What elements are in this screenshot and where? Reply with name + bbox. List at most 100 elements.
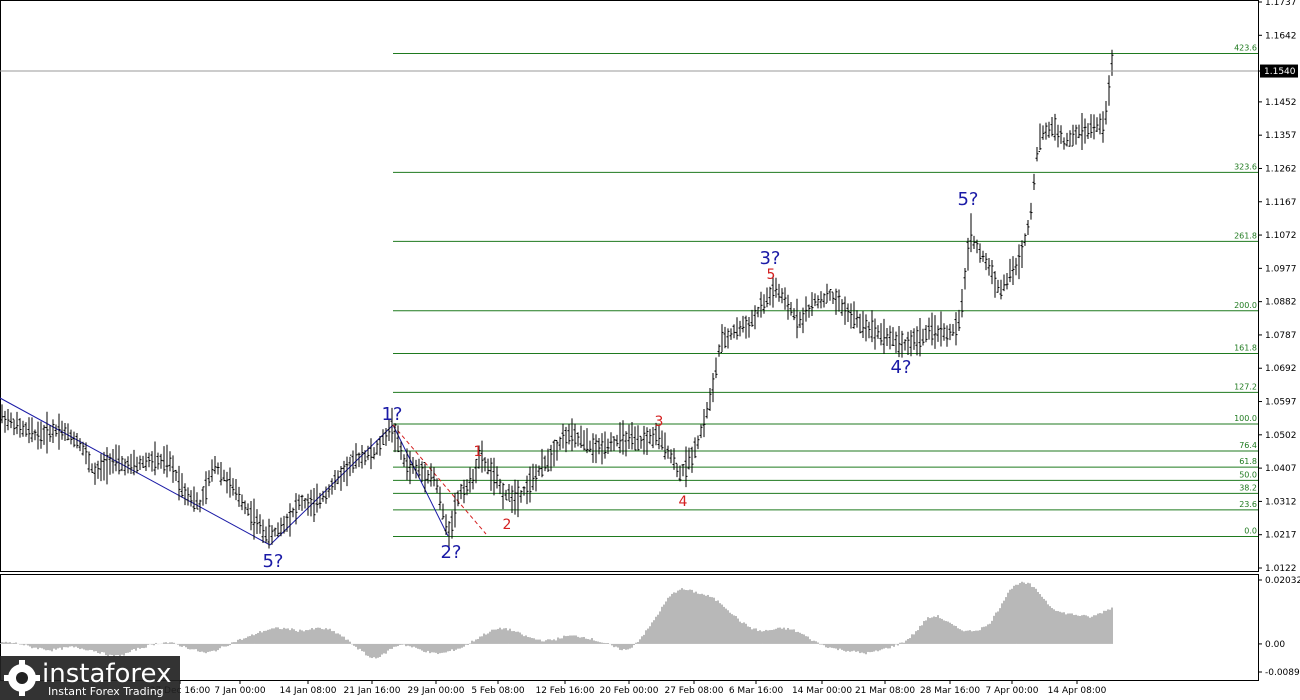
- price-bar: [546, 448, 550, 473]
- main-panel-frame: [0, 0, 1259, 572]
- wave-label-red: 5: [767, 267, 776, 283]
- price-bar: [960, 288, 964, 318]
- price-bar: [42, 424, 46, 445]
- current-price-tag: 1.1540: [1260, 64, 1298, 78]
- price-bar: [132, 449, 136, 476]
- price-bar: [495, 466, 499, 489]
- price-bar: [273, 527, 277, 537]
- wave-label-blue: 5?: [262, 551, 283, 572]
- price-bar: [423, 462, 427, 493]
- price-bar: [18, 418, 22, 438]
- price-bar: [819, 291, 823, 309]
- price-bar: [792, 308, 796, 321]
- price-bar: [75, 433, 79, 449]
- price-bar: [108, 453, 112, 475]
- price-bar: [120, 455, 124, 472]
- price-bar: [972, 235, 976, 250]
- price-bar: [294, 493, 298, 525]
- price-bar: [795, 298, 799, 339]
- price-bar: [60, 420, 64, 440]
- osc-tick-label: -0.00893: [1265, 668, 1300, 678]
- price-bar: [672, 448, 676, 470]
- price-bar: [507, 484, 511, 502]
- price-bar: [864, 314, 868, 342]
- price-bar: [756, 306, 760, 318]
- price-bar: [459, 483, 463, 500]
- price-bar: [990, 259, 994, 285]
- price-bar: [996, 279, 1000, 293]
- price-bar: [150, 451, 154, 472]
- price-tick-label: 1.1167: [1265, 198, 1297, 208]
- price-bar: [36, 421, 40, 450]
- price-bar: [498, 478, 502, 495]
- price-bar: [519, 490, 523, 503]
- price-bar: [549, 444, 553, 472]
- price-tick-label: 1.0787: [1265, 331, 1297, 341]
- time-tick-label: 29 Jan 00:00: [408, 686, 465, 696]
- price-bar: [684, 446, 688, 488]
- price-bar: [591, 433, 595, 463]
- price-bar: [867, 321, 871, 339]
- price-bar: [228, 467, 232, 498]
- price-bar: [165, 444, 169, 478]
- time-tick-label: 6 Mar 16:00: [729, 686, 784, 696]
- gear-icon: [4, 660, 40, 696]
- price-bar: [750, 309, 754, 327]
- price-bar: [597, 437, 601, 455]
- price-bar: [3, 410, 7, 433]
- price-bar: [1065, 132, 1069, 147]
- wave-label-blue: 3?: [759, 248, 780, 269]
- price-bar: [411, 457, 415, 474]
- price-bar: [936, 325, 940, 342]
- price-bar: [147, 452, 151, 468]
- price-bar: [630, 421, 634, 450]
- price-bar: [504, 489, 508, 501]
- price-bar: [78, 438, 82, 452]
- price-bar: [117, 445, 121, 475]
- price-bar: [618, 422, 622, 454]
- price-bar: [516, 480, 520, 518]
- price-tick-label: 1.1737: [1265, 0, 1297, 8]
- price-bar: [759, 291, 763, 318]
- price-bar: [87, 451, 91, 473]
- wave-line-down-left: [0, 397, 271, 546]
- price-bar: [141, 455, 145, 468]
- price-bar: [168, 451, 172, 472]
- price-bar: [933, 315, 937, 349]
- price-bar: [1032, 173, 1036, 191]
- price-bar: [1023, 233, 1027, 246]
- price-bar: [372, 447, 376, 460]
- price-bar: [621, 420, 625, 455]
- price-bar: [57, 413, 61, 450]
- price-bar: [1077, 124, 1081, 139]
- price-bar: [27, 417, 31, 444]
- price-bar: [66, 423, 70, 441]
- price-bar: [453, 492, 457, 528]
- price-bar: [924, 324, 928, 343]
- price-bar: [1086, 123, 1090, 140]
- price-bar: [714, 357, 718, 379]
- price-bar: [834, 288, 838, 315]
- price-bar: [567, 424, 571, 445]
- price-bar: [324, 486, 328, 504]
- price-bar: [1038, 123, 1042, 153]
- fib-level-label: 323.6: [1234, 162, 1257, 171]
- price-bar: [240, 494, 244, 511]
- time-tick-label: 7 Jan 00:00: [214, 686, 266, 696]
- price-bar: [942, 323, 946, 341]
- price-bar: [510, 485, 514, 513]
- price-bar: [873, 318, 877, 350]
- price-bar: [879, 323, 883, 346]
- price-bar: [432, 467, 436, 487]
- price-bar: [837, 289, 841, 312]
- price-bar: [573, 423, 577, 448]
- price-bar: [327, 484, 331, 498]
- price-bar: [396, 425, 400, 453]
- price-bar: [54, 424, 58, 437]
- price-bar: [375, 440, 379, 455]
- price-bar: [870, 310, 874, 343]
- wave-label-red: 3: [655, 414, 664, 430]
- price-bar: [0, 404, 4, 424]
- price-bar: [366, 445, 370, 461]
